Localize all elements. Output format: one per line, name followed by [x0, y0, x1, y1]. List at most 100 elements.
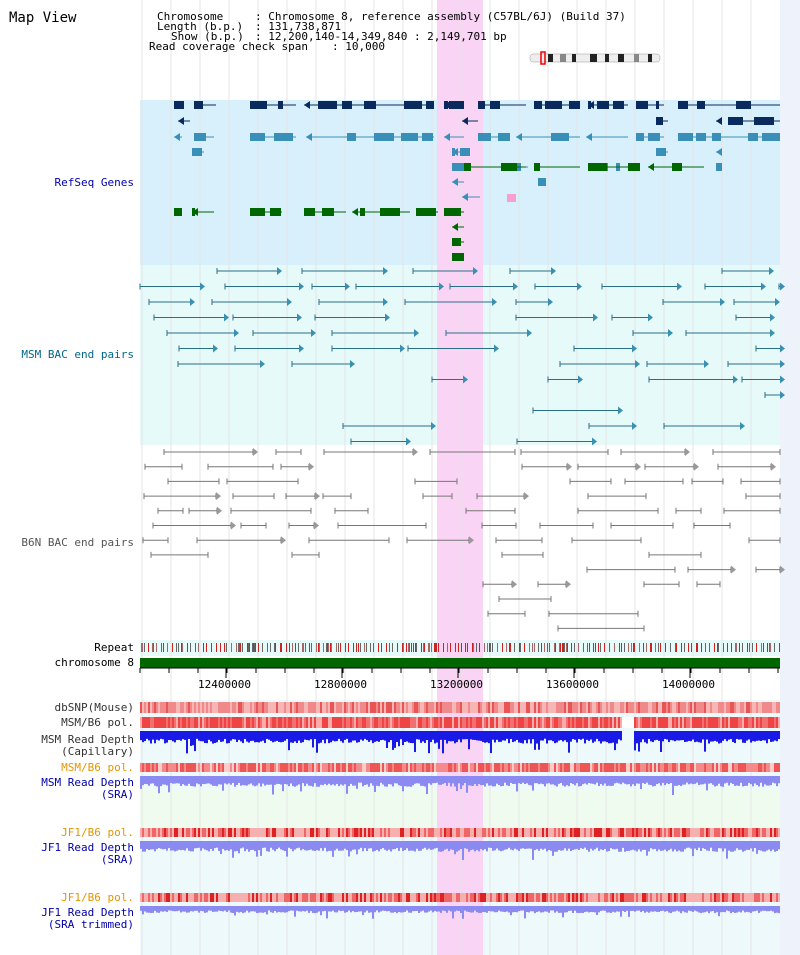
repeat-element: [479, 643, 480, 652]
jf1-b6-pol-2-heat-cell: [708, 893, 710, 902]
jf1-b6-pol-2-heat-cell: [212, 893, 214, 902]
msm-capillary-depth-bar: [652, 731, 654, 743]
repeat-element: [447, 643, 448, 652]
msm-b6-pol-heat-cell: [744, 717, 746, 728]
msm-b6-pol-2-heat-cell: [490, 763, 492, 772]
jf1-trimmed-depth-bar: [670, 906, 672, 914]
dbsnp-heat-cell: [686, 702, 688, 713]
dbsnp-heat-cell: [548, 702, 550, 713]
jf1-trimmed-depth-bar: [354, 906, 356, 913]
msm-sra-depth-bar: [318, 776, 320, 787]
jf1-sra-depth-bar: [660, 841, 662, 851]
jf1-b6-pol-2-heat-cell: [648, 893, 650, 902]
msm-capillary-depth-bar: [368, 731, 370, 742]
repeat-element: [547, 643, 548, 652]
msm-b6-pol-2-heat-cell: [376, 763, 378, 772]
jf1-sra-depth-bar: [164, 841, 166, 850]
msm-b6-pol-2-heat-cell: [412, 763, 414, 772]
msm-b6-pol-heat-cell: [516, 717, 518, 728]
jf1-sra-depth-bar: [220, 841, 222, 854]
msm-bac-pair-arrow: [780, 344, 785, 353]
msm-b6-pol-heat-cell: [304, 717, 306, 728]
gene-strand-arrow: [194, 133, 200, 141]
msm-sra-depth-bar: [574, 776, 576, 786]
repeat-element: [142, 643, 143, 652]
repeat-element: [252, 643, 253, 652]
gene-strand-arrow: [588, 163, 594, 171]
label-jf1-depth-sra-1: JF1 Read Depth: [41, 841, 134, 854]
msm-bac-pair-arrow: [780, 360, 785, 368]
msm-b6-pol-heat-cell: [310, 717, 312, 728]
msm-b6-pol-heat-cell: [344, 717, 346, 728]
msm-sra-depth-bar: [220, 776, 222, 785]
dbsnp-heat-cell: [330, 702, 332, 713]
msm-b6-pol-heat-cell: [186, 717, 188, 728]
jf1-trimmed-depth-bar: [738, 906, 740, 912]
msm-b6-pol-heat-cell: [388, 717, 390, 728]
msm-b6-pol-2-heat-cell: [700, 763, 702, 772]
msm-b6-pol-heat-cell: [482, 717, 484, 728]
jf1-sra-depth-bar: [708, 841, 710, 851]
jf1-sra-depth-bar: [668, 841, 670, 851]
msm-b6-pol-heat-cell: [140, 717, 142, 728]
chromosome-label: Chromosome: [157, 10, 224, 23]
msm-capillary-depth-bar: [246, 731, 248, 742]
msm-b6-pol-heat-cell: [394, 717, 396, 728]
dbsnp-heat-cell: [180, 702, 182, 713]
jf1-b6-pol-heat-cell: [196, 828, 198, 837]
jf1-sra-depth-bar: [630, 841, 632, 851]
jf1-sra-depth-bar: [502, 841, 504, 851]
msm-b6-pol-2-heat-cell: [248, 763, 250, 772]
msm-capillary-depth-bar: [284, 731, 286, 741]
jf1-trimmed-depth-bar: [174, 906, 176, 912]
msm-capillary-depth-bar: [382, 731, 384, 740]
msm-sra-depth-bar: [762, 776, 764, 787]
repeat-element: [144, 643, 145, 652]
dbsnp-heat-cell: [484, 702, 486, 713]
msm-sra-depth-bar: [672, 776, 674, 795]
msm-b6-pol-heat-cell: [366, 717, 368, 728]
dbsnp-heat-cell: [660, 702, 662, 713]
dbsnp-heat-cell: [744, 702, 746, 713]
msm-sra-depth-bar: [566, 776, 568, 786]
dbsnp-heat-cell: [648, 702, 650, 713]
msm-capillary-depth-bar: [526, 731, 528, 744]
jf1-b6-pol-2-heat-cell: [216, 893, 218, 902]
jf1-trimmed-depth-bar: [530, 906, 532, 912]
gene-strand-arrow: [586, 133, 592, 141]
dbsnp-heat-cell: [284, 702, 286, 713]
msm-b6-pol-2-heat-cell: [598, 763, 600, 772]
jf1-trimmed-depth-bar: [654, 906, 656, 912]
repeat-element: [571, 643, 572, 652]
msm-bac-pair-arrow: [439, 282, 444, 291]
gene-exon: [426, 101, 434, 109]
jf1-b6-pol-2-heat-cell: [306, 893, 308, 902]
repeat-element: [413, 643, 414, 652]
msm-capillary-depth-bar: [730, 731, 732, 740]
repeat-element: [247, 643, 248, 652]
msm-b6-pol-2-heat-cell: [204, 763, 206, 772]
jf1-sra-depth-bar: [554, 841, 556, 852]
dbsnp-heat-cell: [706, 702, 708, 713]
msm-b6-pol-2-heat-cell: [760, 763, 762, 772]
msm-b6-pol-heat-cell: [378, 717, 380, 728]
msm-capillary-depth-bar: [230, 731, 232, 741]
msm-capillary-depth-bar: [714, 731, 716, 741]
msm-sra-depth-bar: [294, 776, 296, 787]
repeat-element: [302, 643, 303, 652]
msm-bac-pair-arrow: [770, 313, 775, 322]
jf1-trimmed-depth-bar: [480, 906, 482, 913]
jf1-trimmed-depth-bar: [420, 906, 422, 912]
jf1-trimmed-depth-bar: [406, 906, 408, 911]
msm-capillary-depth-bar: [238, 731, 240, 740]
repeat-element: [681, 643, 682, 652]
jf1-b6-pol-2-heat-cell: [276, 893, 278, 902]
jf1-b6-pol-heat-cell: [524, 828, 526, 837]
msm-b6-pol-2-heat-cell: [710, 763, 712, 772]
jf1-b6-pol-heat-cell: [290, 828, 292, 837]
dbsnp-heat-cell: [392, 702, 394, 713]
msm-sra-depth-bar: [528, 776, 530, 785]
jf1-b6-pol-2-heat-cell: [454, 893, 456, 902]
msm-b6-pol-2-heat-cell: [554, 763, 556, 772]
